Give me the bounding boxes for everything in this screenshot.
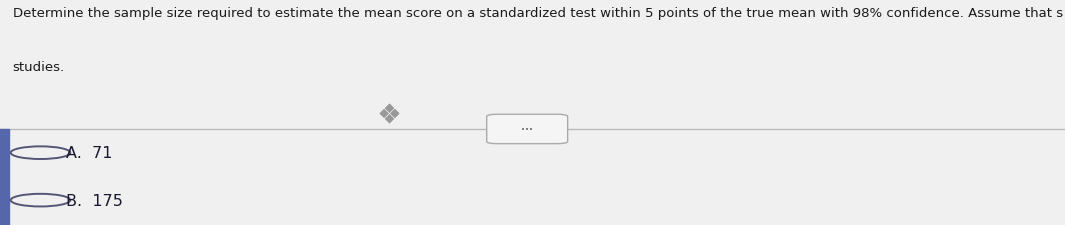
Text: A.  71: A. 71	[66, 146, 113, 160]
Text: Determine the sample size required to estimate the mean score on a standardized : Determine the sample size required to es…	[13, 7, 1065, 20]
Text: studies.: studies.	[13, 61, 65, 74]
Text: •••: •••	[521, 126, 534, 132]
Bar	[0, 129, 9, 225]
FancyBboxPatch shape	[487, 115, 568, 144]
Text: B.  175: B. 175	[66, 193, 122, 208]
